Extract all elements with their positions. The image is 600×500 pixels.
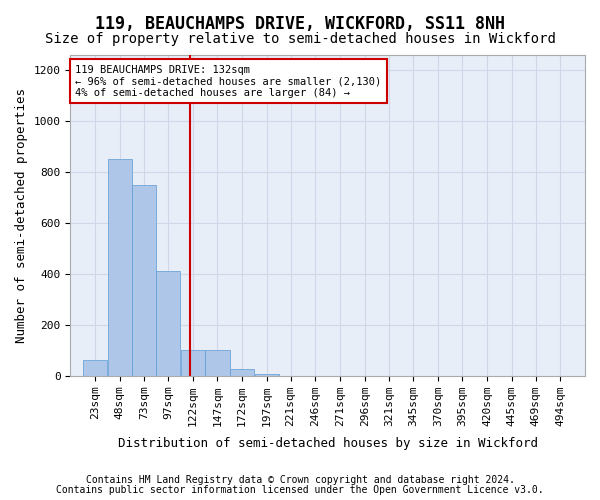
Bar (230, 370, 254, 376)
Bar (132, 185, 157, 376)
Bar (205, 350, 230, 376)
Text: Contains HM Land Registry data © Crown copyright and database right 2024.: Contains HM Land Registry data © Crown c… (86, 475, 514, 485)
Bar (181, 350, 205, 376)
Y-axis label: Number of semi-detached properties: Number of semi-detached properties (15, 88, 28, 343)
Bar (255, 374, 279, 376)
Bar (83, 360, 107, 376)
Bar (107, 160, 132, 376)
Text: Contains public sector information licensed under the Open Government Licence v3: Contains public sector information licen… (56, 485, 544, 495)
Text: Size of property relative to semi-detached houses in Wickford: Size of property relative to semi-detach… (44, 32, 556, 46)
Bar (156, 272, 180, 376)
Text: 119, BEAUCHAMPS DRIVE, WICKFORD, SS11 8NH: 119, BEAUCHAMPS DRIVE, WICKFORD, SS11 8N… (95, 15, 505, 33)
X-axis label: Distribution of semi-detached houses by size in Wickford: Distribution of semi-detached houses by … (118, 437, 538, 450)
Text: 119 BEAUCHAMPS DRIVE: 132sqm
← 96% of semi-detached houses are smaller (2,130)
4: 119 BEAUCHAMPS DRIVE: 132sqm ← 96% of se… (76, 64, 382, 98)
